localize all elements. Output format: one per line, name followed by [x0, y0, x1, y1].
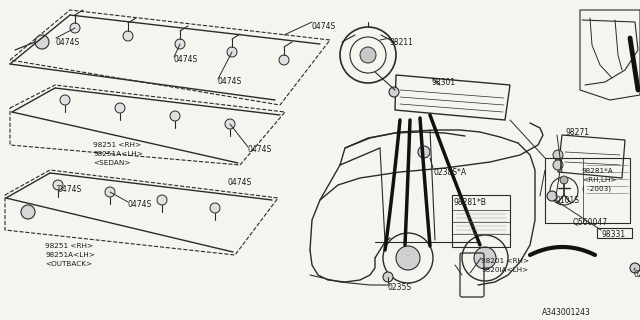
Text: 0235S: 0235S — [634, 270, 640, 279]
Bar — [597, 228, 632, 238]
Circle shape — [60, 95, 70, 105]
Circle shape — [123, 31, 133, 41]
Text: 0474S: 0474S — [312, 22, 336, 31]
Text: 0474S: 0474S — [248, 145, 272, 154]
Text: 98201 <RH>: 98201 <RH> — [481, 258, 529, 264]
Circle shape — [35, 35, 49, 49]
Circle shape — [115, 103, 125, 113]
Text: 0474S: 0474S — [218, 77, 243, 86]
Bar — [452, 195, 510, 247]
Text: 0474S: 0474S — [57, 185, 81, 194]
Circle shape — [418, 146, 430, 158]
Text: 0474S: 0474S — [56, 38, 80, 47]
Text: 98331: 98331 — [601, 230, 625, 239]
Circle shape — [553, 150, 563, 160]
Bar — [545, 158, 583, 223]
Text: 98281*A: 98281*A — [582, 168, 614, 174]
Circle shape — [383, 272, 393, 282]
Text: 98281*B: 98281*B — [454, 198, 487, 207]
Circle shape — [630, 263, 640, 273]
Circle shape — [360, 47, 376, 63]
Text: <OUTBACK>: <OUTBACK> — [45, 261, 92, 267]
Text: A343001243: A343001243 — [542, 308, 591, 317]
Circle shape — [474, 247, 496, 269]
Circle shape — [70, 23, 80, 33]
Text: 98271: 98271 — [566, 128, 590, 137]
Circle shape — [547, 191, 557, 201]
Text: 98251A<LH>: 98251A<LH> — [45, 252, 95, 258]
Circle shape — [175, 39, 185, 49]
Text: 98211: 98211 — [390, 38, 414, 47]
Circle shape — [105, 187, 115, 197]
Circle shape — [227, 47, 237, 57]
Circle shape — [53, 180, 63, 190]
Text: ( -2003): ( -2003) — [582, 186, 611, 193]
Circle shape — [279, 55, 289, 65]
Text: Q560047: Q560047 — [573, 218, 608, 227]
Circle shape — [389, 87, 399, 97]
Circle shape — [157, 195, 167, 205]
Text: 0235S: 0235S — [388, 283, 412, 292]
Text: 98251 <RH>: 98251 <RH> — [93, 142, 141, 148]
Text: 0238S*A: 0238S*A — [433, 168, 466, 177]
Text: 98301: 98301 — [432, 78, 456, 87]
Circle shape — [225, 119, 235, 129]
Circle shape — [553, 160, 563, 170]
Circle shape — [170, 111, 180, 121]
Text: 98251 <RH>: 98251 <RH> — [45, 243, 93, 249]
Circle shape — [560, 176, 568, 184]
Text: <SEDAN>: <SEDAN> — [93, 160, 131, 166]
Bar — [545, 158, 630, 223]
Text: 98251A<LH>: 98251A<LH> — [93, 151, 143, 157]
Text: 0101S: 0101S — [556, 196, 580, 205]
Circle shape — [396, 246, 420, 270]
Text: 0474S: 0474S — [128, 200, 152, 209]
Circle shape — [210, 203, 220, 213]
Text: 0474S: 0474S — [228, 178, 252, 187]
Text: 0474S: 0474S — [174, 55, 198, 64]
Circle shape — [21, 205, 35, 219]
Text: 9820lA<LH>: 9820lA<LH> — [481, 267, 528, 273]
Text: <RH,LH>: <RH,LH> — [582, 177, 616, 183]
